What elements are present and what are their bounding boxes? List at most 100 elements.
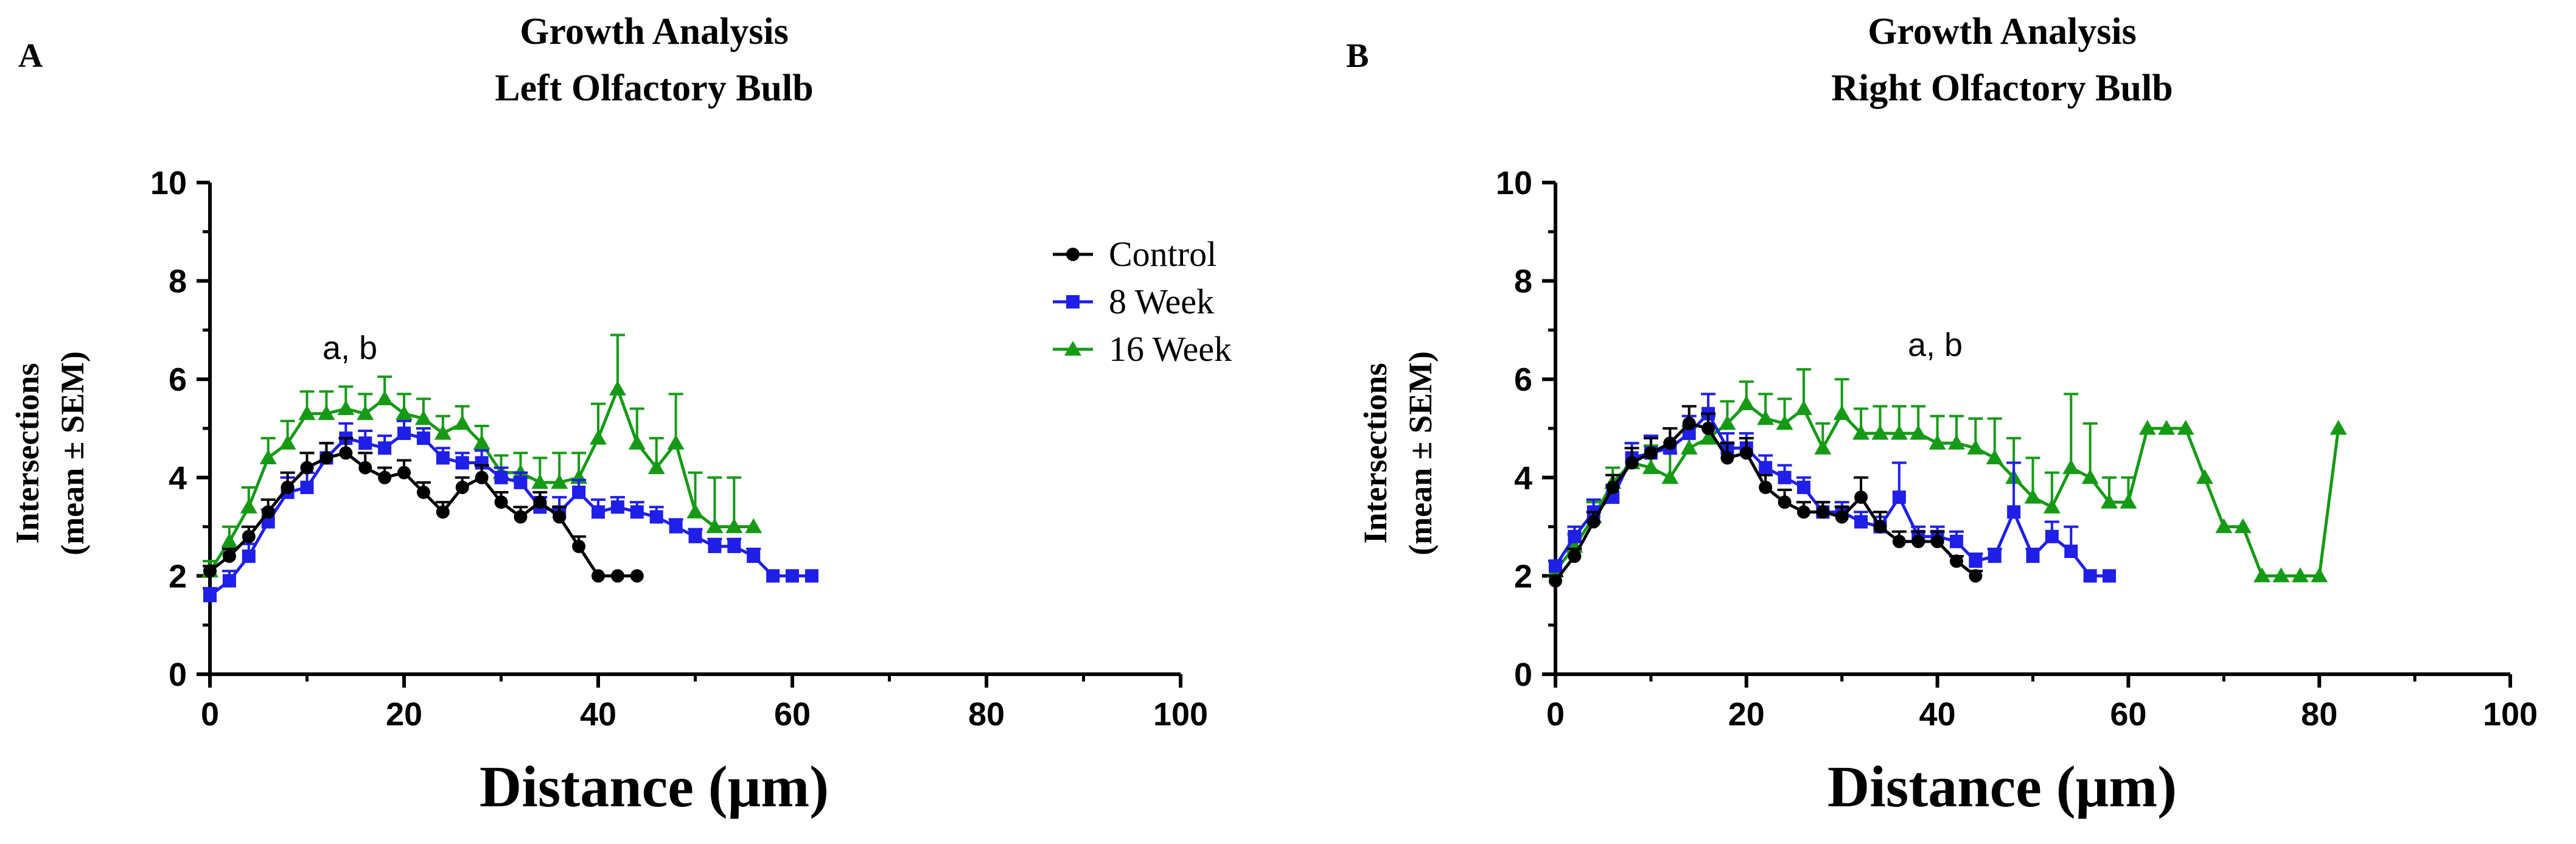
data-point <box>1606 480 1620 494</box>
data-point <box>1586 515 1600 529</box>
legend-marker <box>1066 248 1080 261</box>
x-tick-label: 60 <box>774 696 811 733</box>
data-point <box>2234 518 2252 534</box>
data-point <box>628 434 646 450</box>
x-tick-label: 40 <box>580 696 616 733</box>
data-point <box>1949 554 1963 568</box>
data-point <box>531 473 549 489</box>
y-tick-label: 8 <box>1514 263 1532 300</box>
data-point <box>1890 425 1908 440</box>
panel-a-title: Growth Analysis <box>520 11 789 52</box>
data-point <box>1967 439 1984 455</box>
data-point <box>766 569 780 583</box>
data-point <box>358 436 372 450</box>
y-tick-label: 0 <box>169 657 187 693</box>
data-point <box>397 427 411 441</box>
data-point <box>610 569 624 583</box>
data-point <box>240 498 257 514</box>
legend-marker <box>1066 295 1080 309</box>
data-point <box>222 574 236 588</box>
panel-a-xlabel: Distance (μm) <box>480 754 829 819</box>
data-point <box>1871 425 1889 440</box>
data-point <box>2064 545 2078 558</box>
data-point <box>2007 505 2021 519</box>
data-point <box>725 518 743 534</box>
data-point <box>281 480 295 494</box>
data-point <box>300 480 314 494</box>
x-tick-label: 40 <box>1919 696 1956 733</box>
data-point <box>2311 567 2328 582</box>
x-tick-label: 80 <box>968 696 1005 733</box>
data-point <box>592 569 605 583</box>
data-point <box>261 505 275 519</box>
data-point <box>747 549 761 563</box>
legend: Control 8 Week 16 Week <box>1053 234 1232 369</box>
data-point <box>1854 515 1868 529</box>
panel-a-annotation: a, b <box>323 330 377 366</box>
data-point <box>667 434 685 450</box>
data-point <box>514 510 528 524</box>
data-point <box>337 400 355 416</box>
data-point <box>590 430 607 445</box>
data-point <box>2177 420 2194 435</box>
data-point <box>2062 459 2080 475</box>
legend-label: Control <box>1109 234 1216 274</box>
x-tick-label: 80 <box>2301 696 2337 733</box>
y-tick-label: 4 <box>169 460 187 497</box>
data-point <box>220 532 238 548</box>
x-tick-label: 100 <box>1153 696 1208 733</box>
data-point <box>1776 414 1793 430</box>
data-point <box>378 470 392 484</box>
panel-b-title: Growth Analysis <box>1868 11 2137 52</box>
data-point <box>318 405 335 420</box>
data-point <box>1795 400 1812 416</box>
data-point <box>2120 493 2137 509</box>
data-point <box>436 451 450 465</box>
data-point <box>473 434 490 450</box>
data-point <box>1642 459 1660 475</box>
data-point <box>1644 446 1658 460</box>
data-point <box>2103 569 2117 583</box>
y-tick-label: 6 <box>169 361 187 398</box>
y-tick-label: 2 <box>1514 558 1532 595</box>
data-point <box>1814 439 1832 455</box>
data-point <box>2272 567 2290 582</box>
y-tick-label: 2 <box>169 558 187 595</box>
data-point <box>572 486 586 500</box>
data-point <box>1988 549 2002 563</box>
legend-item-week16: 16 Week <box>1053 329 1232 369</box>
series-week8 <box>1548 392 2117 583</box>
data-point <box>2215 518 2233 534</box>
panel-b-ylabel: Intersections <box>1357 363 1394 544</box>
data-point <box>475 470 489 484</box>
data-point <box>1986 449 2003 464</box>
data-point <box>1873 520 1887 534</box>
data-point <box>1796 480 1810 494</box>
data-point <box>414 410 432 425</box>
data-point <box>319 451 333 465</box>
data-point <box>242 529 256 543</box>
data-point <box>494 470 508 484</box>
data-point <box>1661 469 1679 484</box>
panel-a-ylabel-secondary: (mean ± SEM) <box>54 351 91 556</box>
legend-item-control: Control <box>1053 234 1216 274</box>
x-tick-label: 20 <box>1728 696 1765 733</box>
data-point <box>1969 554 1983 568</box>
data-point <box>551 473 568 489</box>
data-point <box>1757 410 1775 425</box>
x-tick-label: 0 <box>1546 696 1565 733</box>
data-point <box>2101 493 2118 509</box>
data-point <box>396 405 413 420</box>
data-point <box>1680 439 1698 455</box>
data-point <box>1854 490 1868 504</box>
series-week16 <box>201 333 763 577</box>
data-point <box>669 520 683 534</box>
data-point <box>300 461 314 475</box>
data-point <box>1682 427 1696 441</box>
data-point <box>1663 436 1677 450</box>
series-control <box>1548 405 1983 588</box>
data-point <box>708 539 722 553</box>
